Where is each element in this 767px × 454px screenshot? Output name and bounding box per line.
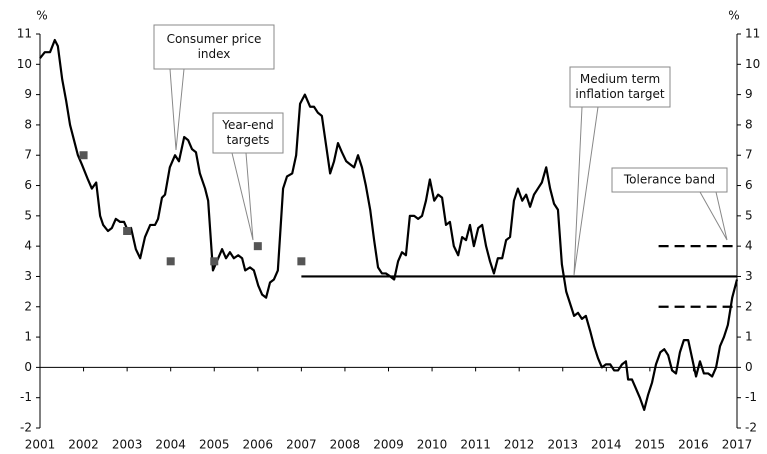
y-tick-label: 9 [24, 87, 32, 101]
y-tick-label-right: 2 [745, 299, 753, 313]
y-unit-right: % [728, 9, 739, 23]
y-tick-label-right: 6 [745, 178, 753, 192]
annotation-pointer [231, 152, 254, 241]
annotation-text: Tolerance band [623, 173, 715, 187]
annotation-pointer [169, 68, 185, 151]
y-tick-label: -2 [20, 421, 32, 435]
y-tick-label: 10 [17, 57, 32, 71]
y-tick-label: 2 [24, 299, 32, 313]
annotation-box [212, 112, 284, 154]
y-tick-label: 8 [24, 117, 32, 131]
annotation-text: index [198, 47, 231, 61]
x-tick-label: 2008 [330, 438, 361, 452]
x-tick-label: 2007 [286, 438, 317, 452]
target-marker [253, 242, 262, 251]
y-tick-label: 4 [24, 239, 32, 253]
x-tick-label: 2005 [199, 438, 230, 452]
y-tick-label: 1 [24, 330, 32, 344]
annotation-box [153, 24, 275, 70]
y-tick-label-right: -1 [745, 390, 757, 404]
target-marker [79, 151, 88, 160]
annotation-text: targets [227, 133, 270, 147]
x-tick-label: 2001 [25, 438, 56, 452]
annotation-text: Year-end [221, 118, 274, 132]
y-tick-label: 0 [24, 360, 32, 374]
annotation-pointer [573, 106, 599, 276]
y-tick-label-right: 3 [745, 269, 753, 283]
y-tick-label-right: 1 [745, 330, 753, 344]
y-tick-label-right: -2 [745, 421, 757, 435]
y-tick-label-right: 8 [745, 117, 753, 131]
y-tick-label-right: 7 [745, 148, 753, 162]
x-tick-label: 2010 [417, 438, 448, 452]
x-tick-label: 2006 [243, 438, 274, 452]
x-tick-label: 2014 [591, 438, 622, 452]
x-tick-label: 2012 [504, 438, 535, 452]
target-marker [123, 227, 132, 235]
x-tick-label: 2013 [547, 438, 578, 452]
y-tick-label: 3 [24, 269, 32, 283]
y-tick-label-right: 10 [745, 57, 760, 71]
y-tick-label: 11 [17, 27, 32, 41]
x-tick-label: 2004 [155, 438, 186, 452]
y-unit-left: % [36, 9, 47, 23]
y-tick-label-right: 11 [745, 27, 760, 41]
y-tick-label-right: 4 [745, 239, 753, 253]
y-tick-label: -1 [20, 390, 32, 404]
annotation-box [611, 167, 728, 193]
annotation-text: inflation target [575, 87, 664, 101]
y-tick-label: 5 [24, 208, 32, 222]
y-tick-label-right: 9 [745, 87, 753, 101]
target-marker [297, 257, 306, 266]
annotation-pointer [699, 191, 728, 241]
x-tick-label: 2009 [373, 438, 404, 452]
x-tick-label: 2017 [722, 438, 753, 452]
x-tick-label: 2003 [112, 438, 143, 452]
line [39, 38, 739, 411]
x-tick-label: 2002 [68, 438, 99, 452]
x-tick-label: 2011 [460, 438, 491, 452]
annotation-text: Consumer price [167, 32, 262, 46]
y-tick-label-right: 0 [745, 360, 753, 374]
y-tick-label-right: 5 [745, 208, 753, 222]
target-marker [210, 257, 219, 266]
annotation-box [569, 66, 671, 108]
target-marker [166, 257, 175, 266]
annotation-text: Medium term [580, 72, 660, 86]
y-tick-label: 7 [24, 148, 32, 162]
x-tick-label: 2015 [635, 438, 666, 452]
x-tick-label: 2016 [678, 438, 709, 452]
y-tick-label: 6 [24, 178, 32, 192]
